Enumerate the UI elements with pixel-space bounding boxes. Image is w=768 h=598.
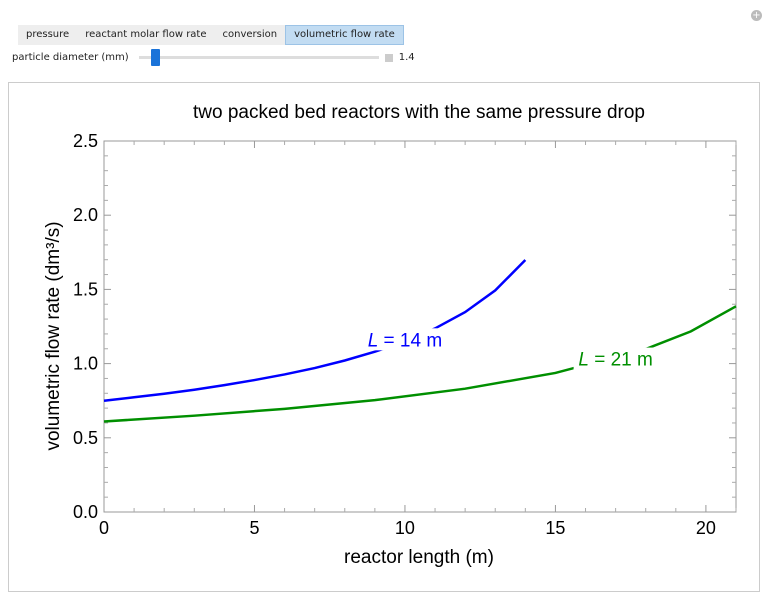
slider-label: particle diameter (mm) — [12, 52, 129, 63]
y-tick-label: 1.5 — [73, 279, 98, 299]
plot-panel: two packed bed reactors with the same pr… — [8, 82, 760, 592]
chart: two packed bed reactors with the same pr… — [43, 102, 737, 568]
y-axis-label: volumetric flow rate (dm³/s) — [43, 221, 64, 450]
particle-diameter-slider[interactable] — [138, 49, 379, 66]
tab-pressure[interactable]: pressure — [26, 29, 70, 40]
x-tick-label: 5 — [249, 518, 259, 538]
plot-frame — [103, 140, 737, 513]
tab-reactant-molar-flow-rate[interactable]: reactant molar flow rate — [85, 29, 207, 40]
x-tick-label: 0 — [99, 518, 109, 538]
series-line-L21 — [103, 305, 737, 423]
chart-title: two packed bed reactors with the same pr… — [193, 102, 645, 123]
tab-bar: pressure reactant molar flow rate conver… — [18, 25, 404, 45]
y-tick-label: 2.0 — [73, 205, 98, 225]
x-tick-label: 15 — [545, 518, 565, 538]
slider-thumb[interactable] — [150, 49, 160, 66]
y-tick-label: 2.5 — [73, 131, 98, 151]
add-icon[interactable]: + — [751, 10, 762, 21]
y-tick-label: 1.0 — [73, 354, 98, 374]
y-tick-label: 0.5 — [73, 428, 98, 448]
slider-value: 1.4 — [398, 52, 415, 63]
tab-volumetric-flow-rate[interactable]: volumetric flow rate — [285, 25, 404, 45]
particle-diameter-control: particle diameter (mm) 1.4 — [12, 49, 415, 66]
series-label: L = 21 m — [578, 350, 652, 371]
label-background — [362, 328, 449, 351]
expand-icon[interactable] — [384, 53, 393, 62]
x-tick-label: 10 — [395, 518, 415, 538]
y-tick-label: 0.0 — [73, 502, 98, 522]
x-tick-label: 20 — [696, 518, 716, 538]
label-background — [573, 347, 660, 370]
tab-conversion[interactable]: conversion — [222, 29, 278, 40]
series-line-L14 — [103, 259, 527, 402]
series-label: L = 14 m — [368, 330, 442, 351]
x-axis-label: reactor length (m) — [344, 547, 494, 568]
